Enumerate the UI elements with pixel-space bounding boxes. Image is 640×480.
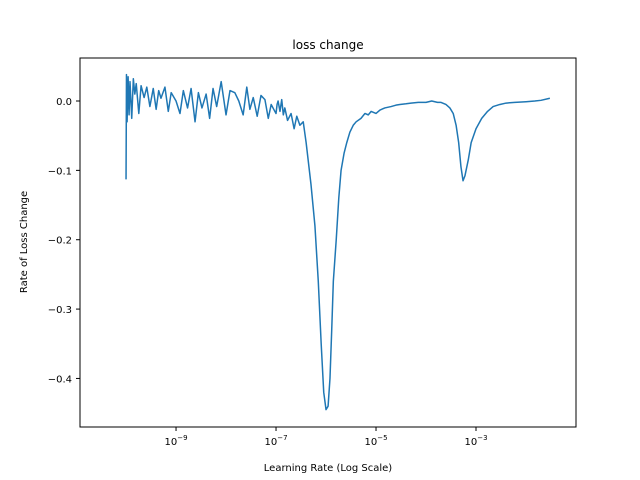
y-tick-label: −0.4 [48,374,72,385]
y-axis-label: Rate of Loss Change [19,191,30,293]
x-tick-label: 10−3 [464,434,487,448]
y-tick-label: 0.0 [56,97,72,108]
x-tick-label: 10−9 [165,434,188,448]
x-axis: 10−9 10−7 10−5 10−3 [165,427,488,448]
chart-title: loss change [292,38,363,52]
y-axis: 0.0 −0.1 −0.2 −0.3 −0.4 [48,97,80,385]
series-line-0 [125,73,551,411]
y-tick-label: −0.2 [48,236,72,247]
plot-frame [79,57,577,428]
plot-area [125,73,551,411]
x-axis-label: Learning Rate (Log Scale) [264,463,393,474]
x-tick-label: 10−5 [364,434,387,448]
x-tick-label: 10−7 [264,434,287,448]
y-tick-label: −0.1 [48,166,72,177]
y-tick-label: −0.3 [48,305,72,316]
